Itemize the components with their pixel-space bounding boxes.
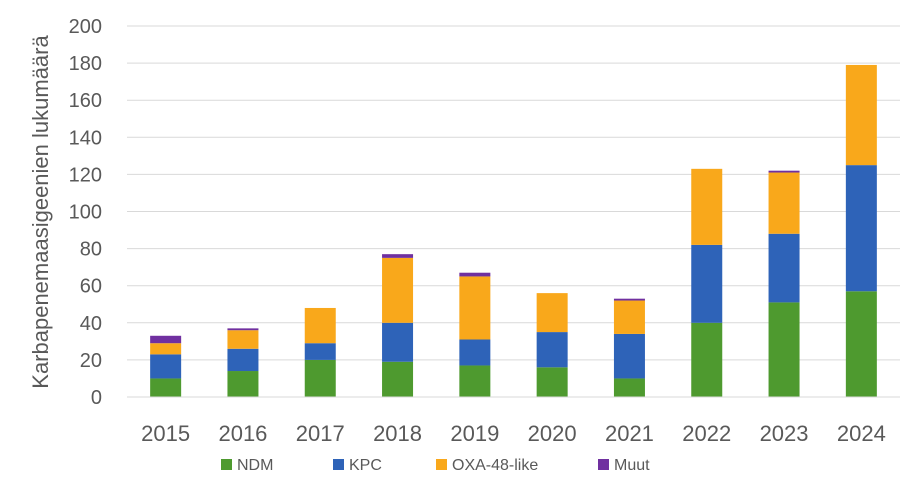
x-tick-label: 2023 — [760, 421, 809, 446]
bar-ndm-2024 — [845, 291, 877, 397]
x-tick-label: 2022 — [682, 421, 731, 446]
bar-ndm-2016 — [227, 371, 259, 397]
bar-oxa-48-like-2020 — [536, 293, 568, 333]
x-tick-label: 2017 — [296, 421, 345, 446]
y-tick-label: 100 — [69, 202, 102, 224]
bar-oxa-48-like-2015 — [150, 343, 182, 355]
bar-ndm-2015 — [150, 378, 182, 397]
legend-label: Muut — [614, 457, 650, 474]
x-tick-label: 2024 — [837, 421, 886, 446]
x-tick-label: 2015 — [141, 421, 190, 446]
bar-ndm-2017 — [304, 359, 336, 397]
legend-swatch-kpc — [333, 459, 344, 470]
bar-oxa-48-like-2022 — [691, 168, 723, 245]
bar-ndm-2019 — [459, 365, 491, 397]
bar-oxa-48-like-2019 — [459, 276, 491, 340]
y-axis-ticks: 0 20 40 60 80 100 120 140 160 180 200 — [69, 16, 102, 409]
bar-kpc-2021 — [613, 333, 645, 379]
bar-oxa-48-like-2018 — [382, 257, 414, 323]
bar-oxa-48-like-2024 — [845, 64, 877, 166]
bar-ndm-2023 — [768, 302, 800, 397]
gridlines — [127, 25, 900, 361]
y-tick-label: 120 — [69, 164, 102, 186]
y-tick-label: 60 — [80, 276, 102, 298]
legend-label: KPC — [349, 457, 382, 474]
y-tick-label: 160 — [69, 90, 102, 112]
bar-kpc-2020 — [536, 332, 568, 368]
y-tick-label: 40 — [80, 313, 102, 335]
bar-kpc-2022 — [691, 244, 723, 323]
legend-label: OXA-48-like — [452, 457, 538, 474]
bar-kpc-2017 — [304, 343, 336, 360]
bar-ndm-2020 — [536, 367, 568, 397]
bar-oxa-48-like-2023 — [768, 172, 800, 234]
bar-muut-2015 — [150, 335, 182, 344]
bar-muut-2023 — [768, 170, 800, 173]
legend-label: NDM — [237, 457, 273, 474]
y-tick-label: 0 — [91, 387, 102, 409]
y-tick-label: 180 — [69, 53, 102, 75]
bar-muut-2019 — [459, 272, 491, 277]
bar-oxa-48-like-2016 — [227, 330, 259, 349]
legend-swatch-ndm — [221, 459, 232, 470]
bar-kpc-2023 — [768, 233, 800, 303]
bar-oxa-48-like-2021 — [613, 300, 645, 334]
x-tick-label: 2021 — [605, 421, 654, 446]
x-tick-label: 2016 — [218, 421, 267, 446]
bar-kpc-2024 — [845, 165, 877, 292]
bar-ndm-2018 — [382, 361, 414, 397]
bar-kpc-2019 — [459, 339, 491, 366]
bar-oxa-48-like-2017 — [304, 307, 336, 344]
x-tick-label: 2018 — [373, 421, 422, 446]
bar-kpc-2015 — [150, 354, 182, 379]
bar-muut-2021 — [613, 298, 645, 301]
legend: NDM KPC OXA-48-like Muut — [221, 457, 650, 474]
bar-ndm-2022 — [691, 322, 723, 397]
legend-swatch-oxa-48-like — [436, 459, 447, 470]
bar-muut-2016 — [227, 328, 259, 331]
bar-kpc-2018 — [382, 322, 414, 362]
x-tick-label: 2019 — [450, 421, 499, 446]
y-axis-label: Karbapenemaasigeenien lukumäärä — [28, 35, 53, 389]
y-tick-label: 200 — [69, 16, 102, 38]
bar-ndm-2021 — [613, 378, 645, 397]
x-tick-label: 2020 — [528, 421, 577, 446]
bars — [150, 64, 877, 397]
legend-swatch-muut — [598, 459, 609, 470]
bar-muut-2018 — [382, 254, 414, 258]
x-axis-ticks: 2015 2016 2017 2018 2019 2020 2021 2022 2023 2024 — [141, 421, 886, 446]
y-tick-label: 20 — [80, 350, 102, 372]
y-tick-label: 80 — [80, 239, 102, 261]
y-tick-label: 140 — [69, 127, 102, 149]
bar-kpc-2016 — [227, 348, 259, 372]
